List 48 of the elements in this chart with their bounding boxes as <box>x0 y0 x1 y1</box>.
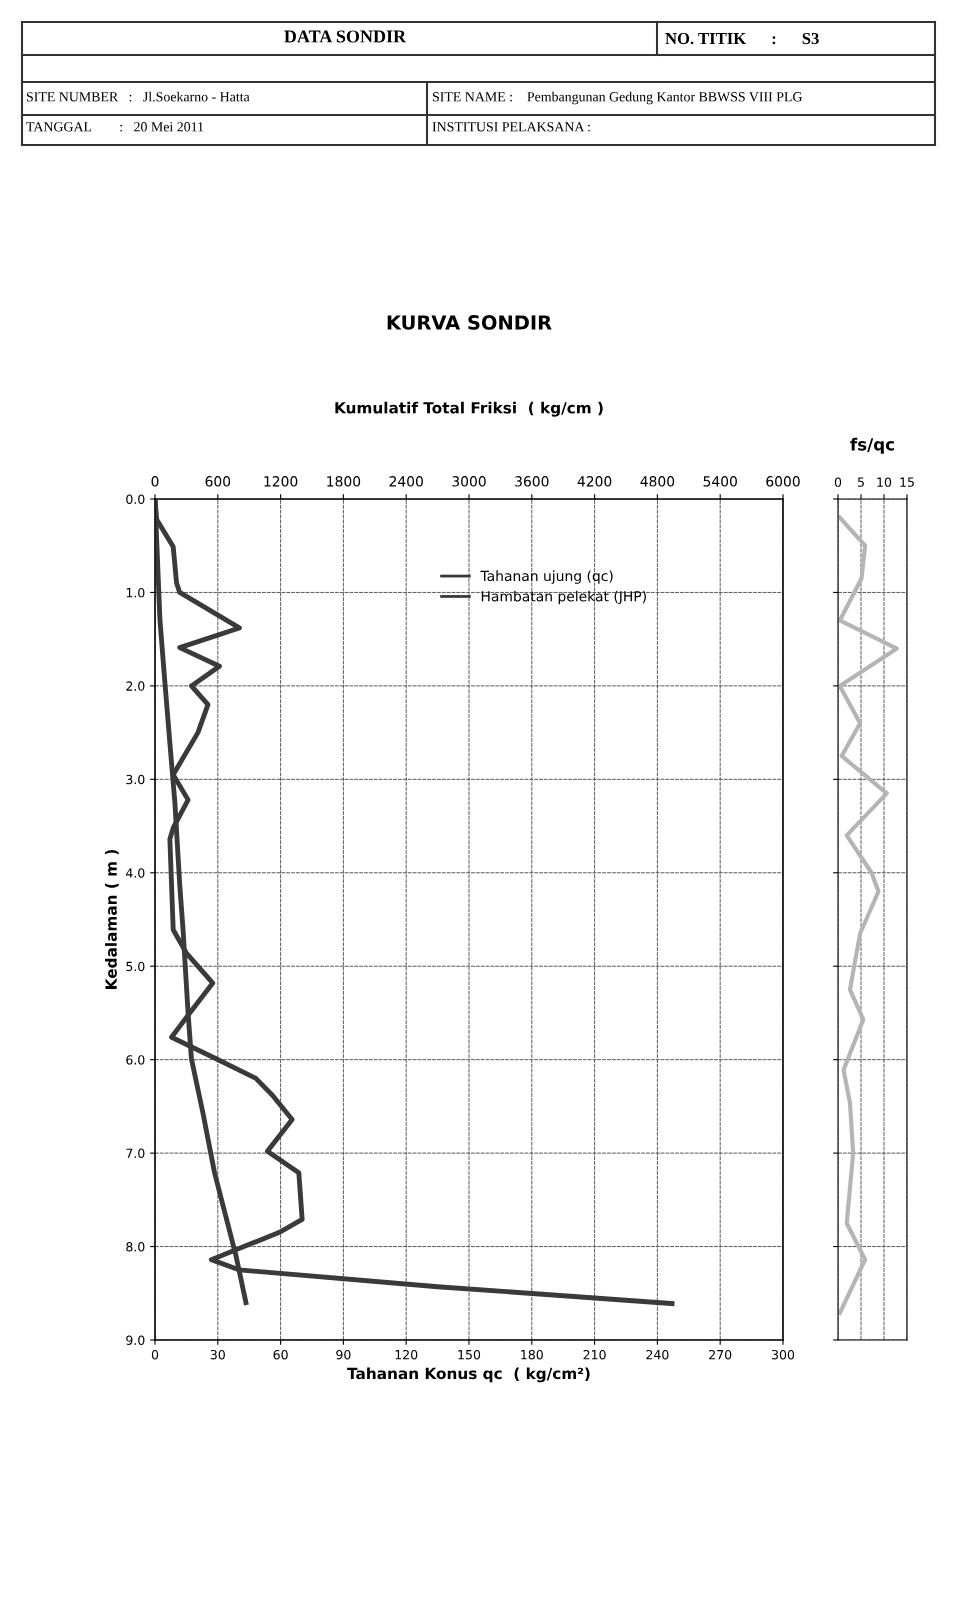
y-tick-label: 0.0 <box>126 494 145 504</box>
x-tick-label: 120 <box>395 1349 418 1360</box>
legend-label: Hambatan pelekat (JHP) <box>481 590 646 605</box>
y-tick-label: 1.0 <box>126 587 145 598</box>
x2-tick-label: 4200 <box>577 476 612 487</box>
x-tick-label: 180 <box>521 1349 543 1360</box>
y-tick-label: 6.0 <box>126 1055 145 1065</box>
y-tick-label: 2.0 <box>126 681 145 691</box>
text: INSTITUSI PELAKSANA : <box>432 122 590 132</box>
x2-tick-label: 3600 <box>515 476 549 487</box>
x-tick-label: 300 <box>772 1349 795 1360</box>
text: SITE NUMBER : Jl.Soekarno - Hatta <box>26 91 250 102</box>
x2-tick-label: 3000 <box>452 476 486 487</box>
chart-title: fs/qc <box>850 437 894 454</box>
x2-tick-label: 600 <box>205 476 231 487</box>
y-tick-label: 9.0 <box>126 1335 145 1345</box>
legend-label: Tahanan ujung (qc) <box>480 570 613 584</box>
x-tick-label: 90 <box>336 1349 351 1360</box>
y-tick-label: 4.0 <box>126 868 145 878</box>
x-tick-label: 5 <box>857 477 864 487</box>
x-tick-label: 10 <box>877 477 892 487</box>
x-tick-label: 0 <box>834 477 842 487</box>
x-tick-label: 30 <box>210 1349 225 1360</box>
text: DATA SONDIR <box>284 30 407 43</box>
chart-title: KURVA SONDIR <box>387 315 552 330</box>
y-tick-label: 7.0 <box>126 1148 145 1159</box>
x-tick-label: 15 <box>900 477 914 487</box>
text: TANGGAL : 20 Mei 2011 <box>26 122 204 132</box>
x-tick-label: 270 <box>709 1349 732 1360</box>
x2-tick-label: 4800 <box>640 476 675 487</box>
x2-axis-title: Kumulatif Total Friksi ( kg/cm ) <box>335 401 603 417</box>
x2-tick-label: 2400 <box>389 476 423 487</box>
x-tick-label: 150 <box>458 1349 481 1360</box>
x-tick-label: 0 <box>151 1349 159 1360</box>
x-tick-label: 60 <box>273 1349 288 1360</box>
x2-tick-label: 6000 <box>766 476 800 487</box>
text: SITE NAME : Pembangunan Gedung Kantor BBWSS VIII PLG <box>432 91 803 105</box>
y-tick-label: 5.0 <box>126 961 145 972</box>
y-tick-label: 3.0 <box>126 774 145 785</box>
x-tick-label: 210 <box>583 1349 606 1360</box>
x-tick-label: 240 <box>646 1349 669 1360</box>
x2-tick-label: 1800 <box>327 476 361 487</box>
text: NO. TITIK : S3 <box>665 32 819 45</box>
x2-tick-label: 1200 <box>264 476 298 487</box>
x-axis-title: Tahanan Konus qc ( kg/cm²) <box>347 1367 590 1383</box>
y-axis-title: Kedalaman ( m ) <box>105 849 119 989</box>
x2-tick-label: 5400 <box>703 476 737 487</box>
y-tick-label: 8.0 <box>126 1242 145 1252</box>
